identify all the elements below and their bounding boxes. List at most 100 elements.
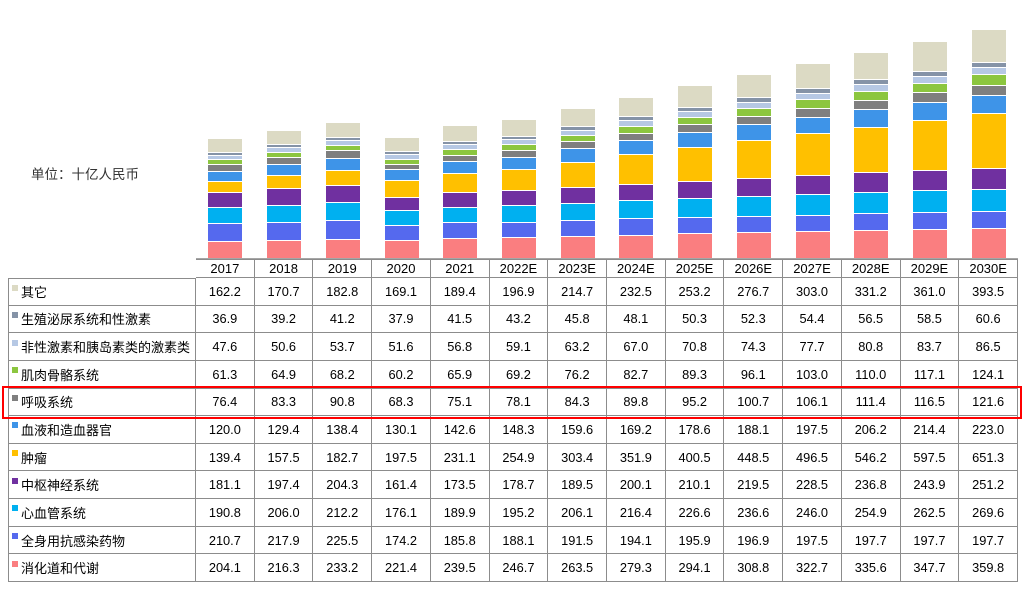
unit-label: 单位：十亿人民币	[31, 167, 139, 182]
bar-segment	[619, 154, 654, 184]
year-header: 2027E	[783, 259, 842, 278]
bar-segment	[678, 110, 713, 117]
bar-segment	[443, 144, 478, 150]
bar-slot-2026E	[724, 27, 783, 258]
table-cell: 67.0	[607, 333, 666, 361]
bar-segment	[443, 237, 478, 258]
table-cell: 106.1	[783, 388, 842, 417]
table-cell: 178.6	[665, 416, 725, 444]
table-cell: 182.8	[313, 278, 373, 306]
table-cell: 194.1	[607, 526, 666, 555]
table-cell: 262.5	[900, 499, 960, 527]
table-cell: 130.1	[372, 416, 431, 444]
table-cell: 78.1	[489, 388, 549, 417]
table-cell: 197.7	[841, 526, 901, 555]
series-name: 生殖泌尿系统和性激素	[21, 312, 152, 328]
table-cell: 142.6	[430, 416, 490, 444]
bar-segment	[678, 198, 713, 218]
bar-segment	[208, 159, 243, 165]
bar-segment	[267, 151, 302, 158]
bar-segment	[208, 223, 243, 241]
bar-segment	[208, 180, 243, 193]
bar-segment	[795, 133, 830, 175]
bar-segment	[971, 113, 1006, 168]
table-cell: 96.1	[724, 360, 784, 389]
bar-segment	[619, 183, 654, 201]
bar-segment	[384, 154, 419, 159]
legend-chip-icon	[12, 394, 18, 401]
year-header: 2024E	[607, 259, 666, 278]
bar-segment	[854, 126, 889, 173]
table-cell: 243.9	[900, 471, 960, 500]
bar-segment	[912, 170, 947, 191]
bar-segment	[384, 210, 419, 225]
bar-segment	[678, 132, 713, 148]
bar-segment	[619, 116, 654, 121]
table-cell: 37.9	[372, 305, 431, 334]
table-cell: 121.6	[959, 388, 1018, 417]
table-cell: 190.8	[196, 499, 255, 527]
bar-segment	[736, 124, 771, 141]
table-cell: 159.6	[548, 416, 607, 444]
bar-segment	[501, 119, 536, 136]
table-cell: 95.2	[665, 388, 725, 417]
bar-segment	[854, 213, 889, 230]
table-cell: 56.8	[430, 333, 490, 361]
table-cell: 39.2	[254, 305, 314, 334]
table-cell: 221.4	[372, 554, 431, 582]
table-cell: 84.3	[548, 388, 607, 417]
bar-segment	[267, 221, 302, 240]
table-cell: 239.5	[430, 554, 490, 582]
bar-segment	[208, 138, 243, 153]
table-cell: 74.3	[724, 333, 784, 361]
bar-segment	[560, 129, 595, 135]
table-cell: 279.3	[607, 554, 666, 582]
table-cell: 50.6	[254, 333, 314, 361]
legend-chip-icon	[12, 505, 18, 512]
bar-segment	[736, 232, 771, 258]
bar-segment	[971, 188, 1006, 212]
table-cell: 197.4	[254, 471, 314, 500]
table-cell: 116.5	[900, 388, 960, 417]
bar-segment	[795, 174, 830, 194]
bar-segment	[267, 239, 302, 258]
table-cell: 50.3	[665, 305, 725, 334]
bar-slot-2027E	[783, 27, 842, 258]
bar-segment	[854, 84, 889, 91]
bar-segment	[560, 134, 595, 142]
bar-segment	[854, 192, 889, 214]
bar-segment	[325, 121, 360, 137]
table-cell: 216.4	[607, 499, 666, 527]
stacked-bar-2017	[208, 138, 243, 258]
table-cell: 651.3	[959, 443, 1018, 472]
bar-segment	[501, 135, 536, 140]
bar-segment	[267, 174, 302, 188]
stacked-bar-2021	[443, 125, 478, 258]
bar-segment	[912, 40, 947, 71]
table-cell: 86.5	[959, 333, 1018, 361]
table-cell: 58.5	[900, 305, 960, 334]
table-cell: 170.7	[254, 278, 314, 306]
table-cell: 197.7	[959, 526, 1018, 555]
bar-segment	[208, 152, 243, 156]
table-cell: 263.5	[548, 554, 607, 582]
bar-segment	[267, 188, 302, 205]
table-cell: 206.1	[548, 499, 607, 527]
table-cell: 103.0	[783, 360, 842, 389]
bar-segment	[501, 144, 536, 151]
year-header: 2017	[196, 259, 255, 278]
bar-segment	[384, 239, 419, 258]
table-cell: 64.9	[254, 360, 314, 389]
table-cell: 188.1	[489, 526, 549, 555]
table-cell: 219.5	[724, 471, 784, 500]
table-cell: 76.4	[196, 388, 255, 417]
bar-segment	[208, 240, 243, 258]
bar-segment	[736, 140, 771, 178]
table-cell: 597.5	[900, 443, 960, 472]
table-cell: 68.2	[313, 360, 373, 389]
table-cell: 212.2	[313, 499, 373, 527]
bar-segment	[619, 125, 654, 133]
table-cell: 189.5	[548, 471, 607, 500]
bar-segment	[854, 79, 889, 85]
series-name: 血液和造血器官	[21, 422, 113, 438]
